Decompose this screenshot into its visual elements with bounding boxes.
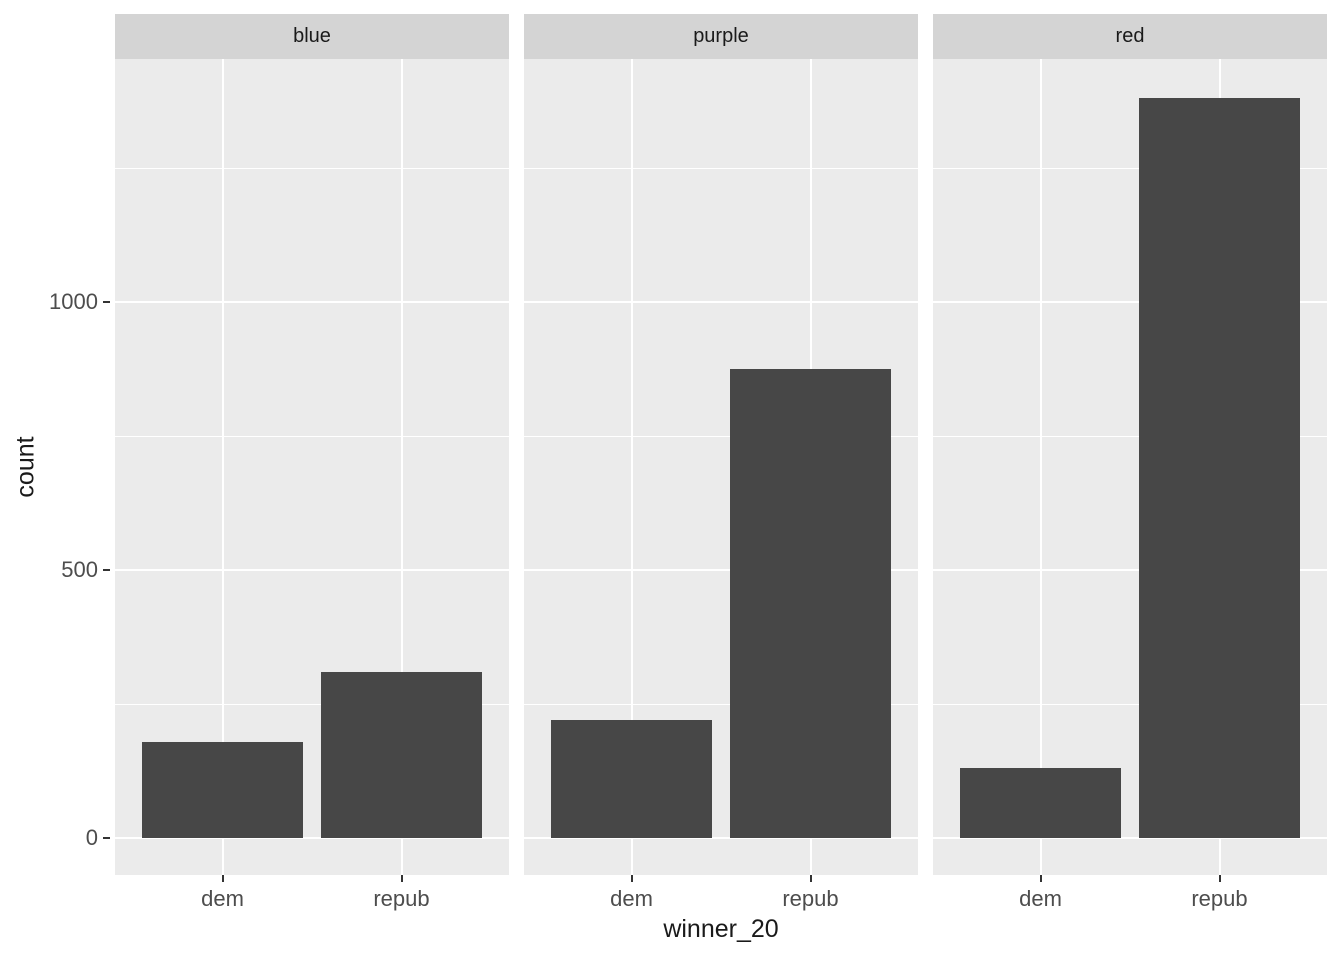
- minor-gridline: [115, 435, 509, 437]
- y-tick-mark: [103, 837, 110, 839]
- y-tick-mark: [103, 301, 110, 303]
- facet-strip-label: purple: [693, 25, 749, 47]
- minor-gridline: [524, 703, 918, 705]
- bar-blue-dem: [142, 741, 303, 838]
- y-tick-label-500: 500: [61, 557, 98, 582]
- major-gridline: [933, 837, 1327, 839]
- x-tick-label-dem: dem: [610, 886, 653, 911]
- major-gridline-vertical: [400, 59, 403, 875]
- x-axis-title: winner_20: [663, 915, 779, 943]
- x-tick-label-repub: repub: [1191, 886, 1248, 911]
- x-tick-mark: [630, 875, 633, 882]
- minor-gridline: [115, 167, 509, 169]
- x-tick-label-repub: repub: [373, 886, 430, 911]
- minor-gridline: [933, 167, 1327, 169]
- facet-panel-red: [933, 59, 1327, 875]
- major-gridline: [933, 569, 1327, 571]
- minor-gridline: [524, 167, 918, 169]
- facet-panel-purple: [524, 59, 918, 875]
- bar-purple-repub: [730, 369, 891, 838]
- y-tick-mark: [103, 569, 110, 571]
- major-gridline: [524, 837, 918, 839]
- x-tick-label-dem: dem: [201, 886, 244, 911]
- facet-strip-purple: purple: [524, 14, 918, 59]
- minor-gridline: [933, 435, 1327, 437]
- major-gridline: [115, 837, 509, 839]
- major-gridline: [933, 301, 1327, 303]
- facet-strip-blue: blue: [115, 14, 509, 59]
- x-tick-mark: [1218, 875, 1221, 882]
- minor-gridline: [933, 703, 1327, 705]
- facet-strip-label: red: [1115, 25, 1145, 47]
- major-gridline-vertical: [221, 59, 224, 875]
- x-tick-label-dem: dem: [1019, 886, 1062, 911]
- x-tick-mark: [809, 875, 812, 882]
- major-gridline: [524, 301, 918, 303]
- facet-strip-red: red: [933, 14, 1327, 59]
- major-gridline: [524, 569, 918, 571]
- x-tick-mark: [1039, 875, 1042, 882]
- x-tick-label-repub: repub: [782, 886, 839, 911]
- bar-red-dem: [960, 768, 1121, 838]
- major-gridline-vertical: [1039, 59, 1042, 875]
- major-gridline: [115, 301, 509, 303]
- y-axis-title: count: [11, 436, 40, 498]
- minor-gridline: [115, 703, 509, 705]
- bar-purple-dem: [551, 720, 712, 838]
- x-tick-mark: [221, 875, 224, 882]
- bar-blue-repub: [321, 671, 482, 838]
- major-gridline-vertical: [630, 59, 633, 875]
- minor-gridline: [524, 435, 918, 437]
- y-tick-label-1000: 1000: [49, 289, 98, 314]
- facet-panel-blue: [115, 59, 509, 875]
- major-gridline: [115, 569, 509, 571]
- x-tick-mark: [400, 875, 403, 882]
- bar-red-repub: [1139, 98, 1300, 838]
- facet-strip-label: blue: [293, 25, 331, 47]
- y-tick-label-0: 0: [85, 825, 98, 850]
